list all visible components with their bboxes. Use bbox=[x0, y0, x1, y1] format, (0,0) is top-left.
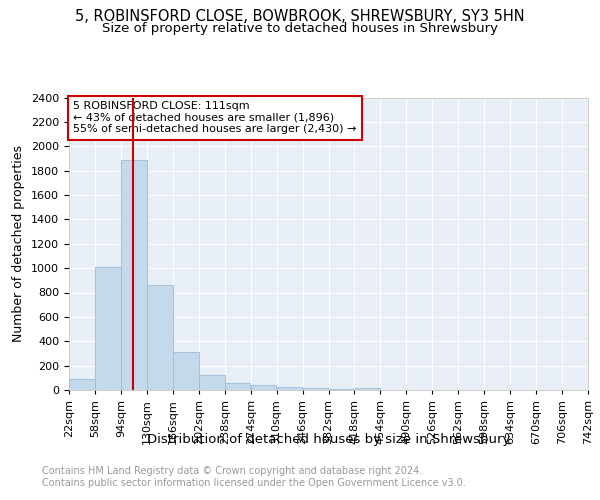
Text: 5 ROBINSFORD CLOSE: 111sqm
← 43% of detached houses are smaller (1,896)
55% of s: 5 ROBINSFORD CLOSE: 111sqm ← 43% of deta… bbox=[73, 101, 356, 134]
Bar bbox=[69, 379, 95, 390]
Bar bbox=[329, 388, 354, 390]
Text: Contains HM Land Registry data © Crown copyright and database right 2024.
Contai: Contains HM Land Registry data © Crown c… bbox=[42, 466, 466, 487]
Y-axis label: Number of detached properties: Number of detached properties bbox=[13, 145, 25, 342]
Text: 5, ROBINSFORD CLOSE, BOWBROOK, SHREWSBURY, SY3 5HN: 5, ROBINSFORD CLOSE, BOWBROOK, SHREWSBUR… bbox=[75, 9, 525, 24]
Text: Distribution of detached houses by size in Shrewsbury: Distribution of detached houses by size … bbox=[147, 432, 511, 446]
Bar bbox=[225, 384, 250, 390]
Bar bbox=[277, 386, 302, 390]
Text: Size of property relative to detached houses in Shrewsbury: Size of property relative to detached ho… bbox=[102, 22, 498, 35]
Bar bbox=[199, 376, 224, 390]
Bar bbox=[121, 160, 146, 390]
Bar bbox=[173, 352, 199, 390]
Bar bbox=[303, 388, 328, 390]
Bar bbox=[95, 267, 121, 390]
Bar bbox=[147, 285, 173, 390]
Bar bbox=[355, 388, 380, 390]
Bar bbox=[251, 385, 277, 390]
